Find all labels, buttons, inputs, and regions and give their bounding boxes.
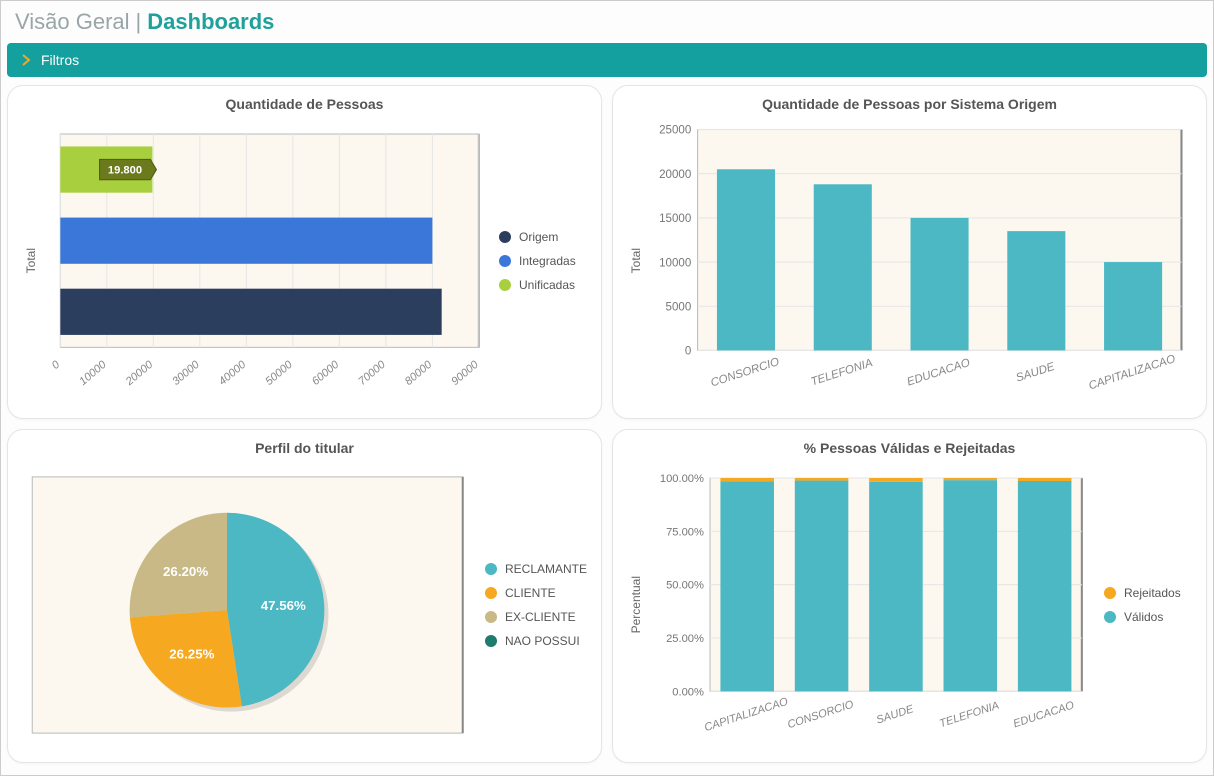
svg-text:50000: 50000 [263,358,295,388]
legend-swatch [485,611,497,623]
svg-text:50.00%: 50.00% [666,580,704,592]
chart3-plot[interactable]: 47.56% 26.25% 26.20% [22,462,473,748]
legend-label: EX-CLIENTE [505,610,576,624]
svg-text:TELEFONIA: TELEFONIA [938,700,1001,731]
svg-text:60000: 60000 [310,358,342,388]
legend-item[interactable]: NAO POSSUI [485,634,587,648]
legend-item[interactable]: Unificadas [499,278,587,292]
legend-swatch [499,231,511,243]
legend-label: Rejeitados [1124,586,1181,600]
chart3-legend: RECLAMANTE CLIENTE EX-CLIENTE NAO POSSUI [473,562,587,648]
legend-label: Origem [519,230,558,244]
chart4-plot[interactable]: 0.00% 25.00% 50.00% 75.00% 100.00% CAPITALIZA… [645,462,1092,748]
chart2-title: Quantidade de Pessoas por Sistema Origem [627,96,1192,112]
chart1-title: Quantidade de Pessoas [22,96,587,112]
chart2-ylabel: Total [627,244,645,277]
chart4-legend: Rejeitados Válidos [1092,586,1192,624]
chart1-plot[interactable]: 0 10000 20000 30000 40000 50000 60000 70000 8000… [40,118,487,404]
chart4-title: % Pessoas Válidas e Rejeitadas [627,440,1192,456]
legend-item[interactable]: RECLAMANTE [485,562,587,576]
svg-text:80000: 80000 [403,358,435,388]
chart2-plot[interactable]: 0 5000 10000 15000 20000 25000 CONSORCIO TELEFO… [645,118,1192,404]
svg-text:10000: 10000 [659,257,691,269]
chart1-ylabel: Total [22,244,40,277]
dashboard-grid: Quantidade de Pessoas Total 0 10000 20000 3… [5,85,1209,763]
svg-text:CAPITALIZACAO: CAPITALIZACAO [1087,353,1177,392]
filters-bar[interactable]: Filtros [7,43,1207,77]
svg-text:20000: 20000 [659,169,691,181]
svg-text:SAUDE: SAUDE [875,703,916,726]
svg-text:EDUCACAO: EDUCACAO [1012,699,1076,730]
svg-text:100.00%: 100.00% [660,473,704,485]
svg-text:5000: 5000 [666,301,692,313]
svg-text:20000: 20000 [123,358,156,388]
dashboard-container: Visão Geral | Dashboards Filtros Quantid… [0,0,1214,776]
legend-swatch [499,279,511,291]
legend-label: Integradas [519,254,576,268]
page-header: Visão Geral | Dashboards [5,5,1209,43]
legend-swatch [1104,611,1116,623]
svg-text:25000: 25000 [659,125,691,137]
svg-text:0.00%: 0.00% [672,686,704,698]
svg-text:CAPITALIZACAO: CAPITALIZACAO [703,696,790,734]
svg-text:SAUDE: SAUDE [1015,361,1057,385]
header-title: Dashboards [147,9,274,35]
legend-label: Unificadas [519,278,575,292]
legend-swatch [1104,587,1116,599]
svg-text:19.800: 19.800 [108,165,142,177]
svg-text:40000: 40000 [217,358,249,388]
svg-text:26.25%: 26.25% [169,646,214,661]
legend-label: CLIENTE [505,586,556,600]
chart1-legend: Origem Integradas Unificadas [487,230,587,292]
header-prefix: Visão Geral [15,9,130,35]
svg-text:47.56%: 47.56% [261,598,306,613]
header-separator: | [136,9,142,35]
legend-item[interactable]: EX-CLIENTE [485,610,587,624]
legend-item[interactable]: CLIENTE [485,586,587,600]
card-perfil-titular: Perfil do titular 47.56% 26.25% 26.20% REC… [7,429,602,763]
legend-label: Válidos [1124,610,1163,624]
legend-item[interactable]: Origem [499,230,587,244]
svg-text:CONSORCIO: CONSORCIO [709,356,781,389]
svg-text:90000: 90000 [449,358,481,388]
legend-swatch [485,563,497,575]
card-validas-rejeitadas: % Pessoas Válidas e Rejeitadas Percentua… [612,429,1207,763]
svg-text:TELEFONIA: TELEFONIA [809,357,874,388]
chart4-ylabel: Percentual [627,572,645,637]
svg-text:25.00%: 25.00% [666,633,704,645]
legend-label: RECLAMANTE [505,562,587,576]
svg-text:75.00%: 75.00% [666,526,704,538]
legend-label: NAO POSSUI [505,634,580,648]
svg-text:26.20%: 26.20% [163,564,208,579]
svg-text:CONSORCIO: CONSORCIO [786,698,855,731]
chevron-right-icon [21,54,31,66]
legend-item[interactable]: Rejeitados [1104,586,1192,600]
card-quantidade-pessoas: Quantidade de Pessoas Total 0 10000 20000 3… [7,85,602,419]
legend-item[interactable]: Integradas [499,254,587,268]
card-pessoas-sistema-origem: Quantidade de Pessoas por Sistema Origem… [612,85,1207,419]
svg-text:EDUCACAO: EDUCACAO [906,357,972,389]
legend-item[interactable]: Válidos [1104,610,1192,624]
filters-label: Filtros [41,52,79,68]
legend-swatch [485,635,497,647]
svg-text:0: 0 [50,358,63,372]
svg-text:10000: 10000 [77,358,109,388]
svg-text:30000: 30000 [170,358,202,388]
chart3-title: Perfil do titular [22,440,587,456]
legend-swatch [485,587,497,599]
svg-text:15000: 15000 [659,213,691,225]
legend-swatch [499,255,511,267]
svg-text:70000: 70000 [356,358,388,388]
svg-text:0: 0 [685,346,691,358]
